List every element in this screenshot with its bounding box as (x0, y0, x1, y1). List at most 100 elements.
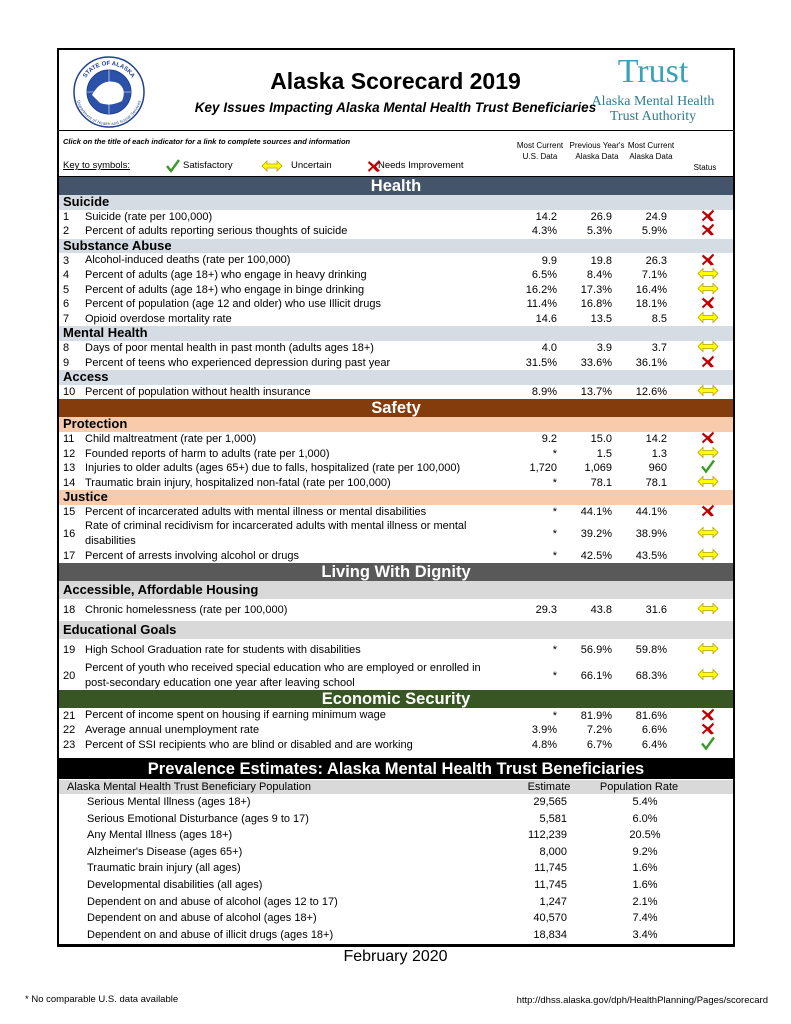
indicator-number: 13 (63, 462, 76, 475)
current-value: 6.6% (641, 724, 667, 737)
previous-value: 1,069 (584, 462, 612, 475)
indicator-row: 23 Percent of SSI recipients who are blin… (59, 736, 733, 753)
indicator-title[interactable]: Percent of arrests involving alcohol or … (85, 549, 299, 562)
indicator-number: 19 (63, 644, 76, 657)
status-icon-uncertain (697, 340, 719, 353)
key-label: Key to symbols: (63, 160, 131, 171)
indicator-number: 1 (63, 210, 70, 223)
status-shape (697, 602, 719, 615)
indicator-title[interactable]: Traumatic brain injury, hospitalized non… (85, 476, 391, 489)
status-cell (697, 431, 719, 448)
us-value: 4.8% (531, 738, 557, 751)
indicator-number: 18 (63, 604, 76, 617)
indicator-title[interactable]: Percent of incarcerated adults with ment… (85, 505, 427, 518)
status-cell (697, 667, 719, 684)
indicator-row: 19 High School Graduation rate for studen… (59, 639, 733, 661)
indicator-title[interactable]: Alcohol-induced deaths (rate per 100,000… (85, 254, 291, 267)
indicator-title[interactable]: Rate of criminal recidivism for incarcer… (85, 520, 467, 548)
indicator-title[interactable]: High School Graduation rate for students… (85, 643, 361, 656)
status-cell (697, 547, 719, 564)
logo-line: Trust Authority (609, 109, 697, 124)
indicator-title[interactable]: Percent of SSI recipients who are blind … (85, 738, 413, 751)
population: Serious Mental Illness (ages 18+) (87, 796, 251, 808)
current-value: 43.5% (635, 549, 667, 562)
estimate: 11,745 (534, 879, 567, 891)
current-value: 38.9% (635, 528, 667, 541)
current-value: 6.4% (641, 738, 667, 751)
indicator-row: 5 Percent of adults (age 18+) who engage … (59, 282, 733, 298)
population: Serious Emotional Disturbance (ages 9 to… (87, 812, 309, 825)
status-icon-needs (702, 431, 714, 444)
status-icon-uncertain (697, 642, 719, 655)
indicator-title[interactable]: Days of poor mental health in past month… (85, 341, 374, 354)
previous-value: 5.3% (586, 225, 612, 238)
estimate: 18,834 (533, 928, 567, 941)
indicator-title[interactable]: Opioid overdose mortality rate (85, 312, 232, 325)
indicator-title[interactable]: Injuries to older adults (ages 65+) due … (85, 462, 461, 475)
previous-value: 78.1 (590, 476, 612, 489)
status-icon-uncertain (697, 668, 719, 681)
status-icon-uncertain (261, 160, 283, 172)
status-icon-uncertain (697, 446, 719, 459)
prevalence-header-row (59, 780, 733, 794)
indicator-number: 15 (63, 506, 76, 519)
indicator-title[interactable]: Percent of adults (age 18+) who engage i… (85, 283, 365, 296)
status-cell (697, 223, 719, 240)
indicator-number: 20 (63, 669, 76, 682)
estimate: 11,745 (534, 862, 567, 875)
indicator-title[interactable]: Founded reports of harm to adults (rate … (85, 447, 330, 460)
indicator-row: 15 Percent of incarcerated adults with me… (59, 504, 733, 520)
status-icon-needs (702, 296, 714, 309)
instructions: Click on the title of each indicator for… (63, 137, 351, 146)
indicator-title[interactable]: Chronic homelessness (rate per 100,000) (85, 603, 288, 616)
status-cell (697, 736, 719, 753)
estimate: 8,000 (539, 845, 567, 858)
indicator-row: 9 Percent of teens who experienced depres… (59, 355, 733, 371)
current-value: 8.5 (651, 313, 667, 326)
indicator-title[interactable]: Child maltreatment (rate per 1,000) (85, 432, 257, 445)
previous-value: 26.9 (590, 210, 612, 223)
indicator-row: 3 Alcohol-induced deaths (rate per 100,00… (59, 253, 733, 268)
indicator-title[interactable]: Percent of population (age 12 and older)… (85, 298, 381, 311)
indicator-title[interactable]: Suicide (rate per 100,000) (85, 210, 213, 223)
indicator-title[interactable]: Percent of population without health ins… (85, 385, 311, 398)
population-rate: 9.2% (632, 845, 658, 858)
indicator-title[interactable]: Average annual unemployment rate (85, 724, 260, 737)
status-cell (697, 460, 719, 477)
population-rate: 5.4% (632, 796, 658, 808)
us-value: * (552, 644, 557, 657)
scorecard-table: Health Suicide 1 Suicide (rate per 100,000)… (59, 177, 733, 752)
section: Economic Security 21 Percent of income spe… (59, 690, 733, 752)
status-shape (701, 460, 715, 474)
indicator-row: 13 Injuries to older adults (ages 65+) du… (59, 460, 733, 477)
us-value: 9.9 (541, 254, 557, 267)
status-icon-uncertain (697, 526, 719, 539)
previous-value: 16.8% (580, 298, 612, 311)
status-icon-satisfactory (166, 159, 180, 173)
us-value: 29.3 (535, 604, 557, 617)
indicator-title[interactable]: Percent of adults reporting serious thou… (85, 225, 348, 238)
previous-value: 66.1% (580, 669, 612, 682)
status-icon-uncertain (697, 548, 719, 561)
current-value: 68.3% (635, 669, 667, 682)
indicator-title[interactable]: Percent of income spent on housing if ea… (85, 709, 386, 722)
status-shape (697, 311, 719, 324)
previous-value: 42.5% (580, 549, 612, 562)
indicator-row: 6 Percent of population (age 12 and older… (59, 296, 733, 313)
status-cell (697, 296, 719, 313)
prevalence-column-header: Alaska Mental Health Trust Beneficiary P… (67, 781, 311, 793)
divider (59, 130, 733, 131)
us-value: 3.9% (531, 724, 557, 737)
prevalence-column-header: Population Rate (599, 781, 679, 793)
us-value: * (552, 669, 557, 682)
indicator-row: 22 Average annual unemployment rate 3.9% 7.… (59, 722, 733, 738)
indicator-title[interactable]: Percent of youth who received special ed… (85, 662, 481, 689)
group-header: Substance Abuse (59, 238, 733, 254)
current-value: 36.1% (635, 356, 667, 369)
us-value: * (552, 506, 557, 519)
section: Health Suicide 1 Suicide (rate per 100,000)… (59, 177, 733, 399)
status-cell (697, 340, 719, 357)
indicator-title[interactable]: Percent of teens who experienced depress… (85, 356, 391, 369)
indicator-number: 12 (63, 447, 76, 460)
indicator-title[interactable]: Percent of adults (age 18+) who engage i… (85, 268, 367, 281)
